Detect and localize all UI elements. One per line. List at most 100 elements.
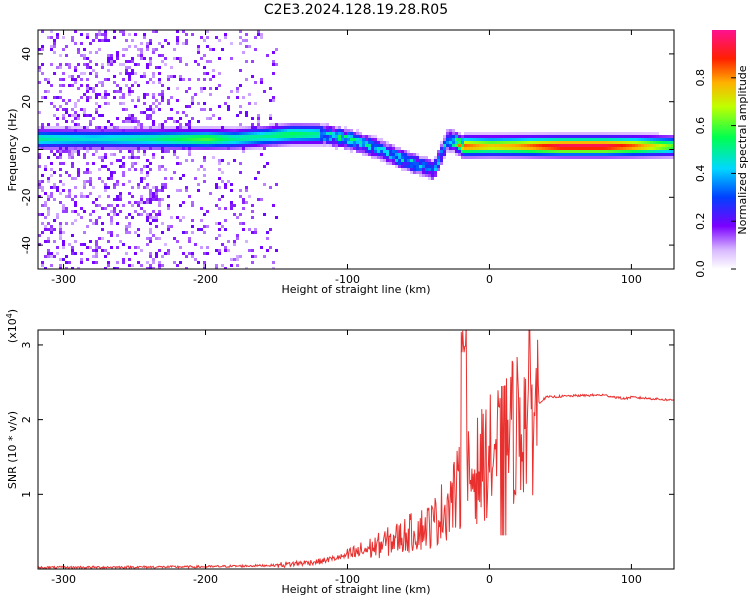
- heatmap-cell: [122, 165, 125, 168]
- heatmap-cell: [359, 141, 362, 144]
- heatmap-cell: [191, 96, 194, 99]
- heatmap-cell: [326, 141, 329, 144]
- heatmap-cell: [470, 135, 473, 138]
- heatmap-cell: [176, 36, 179, 39]
- heatmap-cell: [122, 147, 125, 150]
- heatmap-cell: [218, 147, 221, 150]
- heatmap-cell: [113, 126, 116, 129]
- snr-panel: -300 -200 -100 0 100 123 Height of straight …: [5, 309, 675, 596]
- heatmap-cell: [515, 156, 518, 159]
- heatmap-cell: [134, 126, 137, 129]
- heatmap-cell: [98, 195, 101, 198]
- heatmap-cell: [593, 150, 596, 153]
- heatmap-cell: [149, 228, 152, 231]
- heatmap-cell: [110, 153, 113, 156]
- heatmap-cell: [74, 105, 77, 108]
- heatmap-cell: [185, 123, 188, 126]
- heatmap-cell: [146, 48, 149, 51]
- heatmap-cell: [155, 48, 158, 51]
- heatmap-cell: [473, 153, 476, 156]
- heatmap-cell: [101, 147, 104, 150]
- heatmap-cell: [257, 171, 260, 174]
- heatmap-cell: [101, 84, 104, 87]
- heatmap-cell: [254, 144, 257, 147]
- heatmap-cell: [200, 219, 203, 222]
- heatmap-cell: [107, 147, 110, 150]
- heatmap-cell: [86, 147, 89, 150]
- heatmap-cell: [299, 132, 302, 135]
- heatmap-cell: [95, 36, 98, 39]
- heatmap-cell: [110, 174, 113, 177]
- heatmap-cell: [248, 129, 251, 132]
- heatmap-cell: [86, 63, 89, 66]
- heatmap-cell: [185, 255, 188, 258]
- heatmap-cell: [101, 144, 104, 147]
- heatmap-cell: [116, 246, 119, 249]
- heatmap-cell: [245, 132, 248, 135]
- heatmap-cell: [182, 129, 185, 132]
- heatmap-cell: [122, 183, 125, 186]
- heatmap-cell: [47, 195, 50, 198]
- heatmap-cell: [89, 180, 92, 183]
- heatmap-cell: [335, 132, 338, 135]
- heatmap-cell: [590, 138, 593, 141]
- heatmap-cell: [656, 147, 659, 150]
- heatmap-cell: [218, 177, 221, 180]
- heatmap-cell: [152, 141, 155, 144]
- heatmap-cell: [545, 135, 548, 138]
- heatmap-cell: [554, 147, 557, 150]
- heatmap-cell: [251, 75, 254, 78]
- heatmap-cell: [140, 264, 143, 267]
- heatmap-cell: [476, 153, 479, 156]
- heatmap-cell: [587, 156, 590, 159]
- heatmap-cell: [107, 204, 110, 207]
- heatmap-cell: [257, 147, 260, 150]
- heatmap-cell: [242, 135, 245, 138]
- heatmap-cell: [59, 96, 62, 99]
- heatmap-cell: [146, 219, 149, 222]
- heatmap-cell: [419, 168, 422, 171]
- heatmap-cell: [245, 60, 248, 63]
- heatmap-cell: [140, 144, 143, 147]
- heatmap-cell: [236, 135, 239, 138]
- heatmap-cell: [425, 165, 428, 168]
- heatmap-cell: [578, 144, 581, 147]
- heatmap-cell: [125, 72, 128, 75]
- heatmap-cell: [176, 99, 179, 102]
- heatmap-cell: [65, 141, 68, 144]
- heatmap-cell: [341, 132, 344, 135]
- heatmap-cell: [38, 138, 41, 141]
- heatmap-cell: [89, 120, 92, 123]
- heatmap-cell: [515, 144, 518, 147]
- heatmap-cell: [395, 156, 398, 159]
- heatmap-cell: [134, 105, 137, 108]
- heatmap-cell: [374, 144, 377, 147]
- heatmap-cell: [137, 135, 140, 138]
- heatmap-cell: [644, 135, 647, 138]
- heatmap-cell: [203, 180, 206, 183]
- heatmap-cell: [245, 39, 248, 42]
- heatmap-cell: [65, 63, 68, 66]
- heatmap-cell: [44, 255, 47, 258]
- heatmap-cell: [446, 150, 449, 153]
- heatmap-cell: [116, 57, 119, 60]
- heatmap-cell: [215, 126, 218, 129]
- heatmap-cell: [41, 138, 44, 141]
- heatmap-cell: [41, 129, 44, 132]
- heatmap-cell: [221, 180, 224, 183]
- heatmap-cell: [467, 153, 470, 156]
- heatmap-cell: [92, 261, 95, 264]
- snr-y-multiplier-exponent: 4: [5, 313, 14, 318]
- heatmap-cell: [107, 126, 110, 129]
- heatmap-cell: [74, 150, 77, 153]
- heatmap-cell: [71, 132, 74, 135]
- heatmap-cell: [218, 207, 221, 210]
- heatmap-cell: [251, 216, 254, 219]
- heatmap-cell: [59, 129, 62, 132]
- heatmap-cell: [191, 117, 194, 120]
- heatmap-cell: [173, 153, 176, 156]
- heatmap-cell: [212, 75, 215, 78]
- heatmap-cell: [350, 141, 353, 144]
- heatmap-cell: [209, 126, 212, 129]
- heatmap-cell: [146, 171, 149, 174]
